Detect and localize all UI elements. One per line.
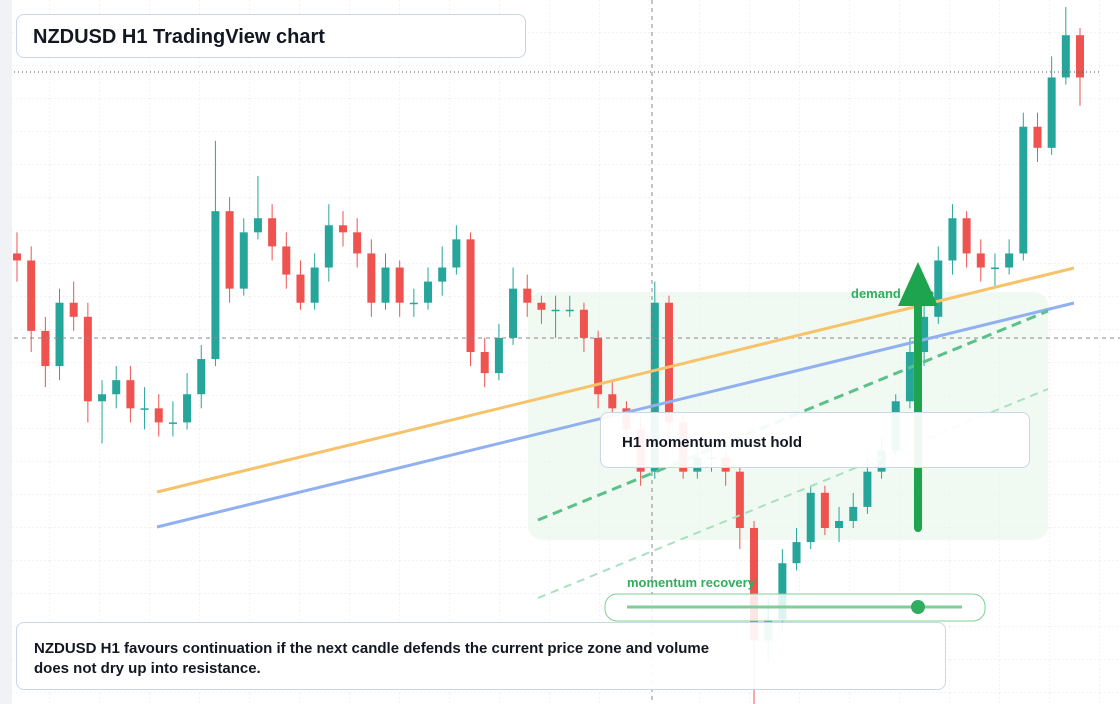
candle-body: [225, 211, 234, 289]
candle-body: [98, 394, 107, 402]
candle-body: [849, 506, 858, 521]
title-box: NZDUSD H1 TradingView chart: [16, 14, 526, 58]
candle-body: [608, 394, 617, 409]
candle-body: [253, 218, 262, 233]
candle-body: [523, 288, 532, 303]
candle-body: [948, 218, 957, 261]
candle-body: [395, 267, 404, 303]
candle-body: [338, 225, 347, 233]
candle-body: [27, 260, 36, 331]
candle-body: [976, 253, 985, 268]
candle-body: [324, 225, 333, 268]
candle-body: [990, 267, 999, 270]
momentum-label: H1 momentum must hold: [622, 434, 803, 451]
candle-body: [537, 302, 546, 310]
caption-box: NZDUSD H1 favours continuation if the ne…: [16, 622, 946, 690]
candle-body: [594, 337, 603, 395]
candle-body: [452, 239, 461, 268]
recovery-label: momentum recovery: [627, 575, 756, 590]
candle-body: [650, 302, 659, 472]
candle-body: [424, 281, 433, 303]
candle-body: [55, 302, 64, 367]
candle-body: [211, 211, 220, 360]
candle-body: [140, 408, 149, 410]
candle-body: [565, 309, 574, 312]
candle-body: [296, 274, 305, 303]
candle-body: [934, 260, 943, 317]
candle-body: [466, 239, 475, 352]
candle-body: [13, 253, 21, 261]
candle-body: [835, 520, 844, 528]
arrow-head: [898, 262, 938, 306]
candle-body: [197, 359, 206, 395]
channel-line-lower: [537, 388, 1049, 599]
candle-body: [551, 309, 560, 312]
candle-body: [905, 352, 914, 402]
candle-body: [1047, 77, 1056, 148]
candle-body: [820, 492, 829, 528]
candle-body: [1061, 35, 1070, 78]
candle-body: [239, 232, 248, 289]
candle-body: [1019, 126, 1028, 254]
candle-body: [112, 380, 121, 395]
caption: NZDUSD H1 favours continuation if the ne…: [34, 640, 710, 677]
candle-body: [494, 337, 503, 374]
candle-body: [664, 302, 673, 423]
candle-body: [183, 394, 192, 423]
candle-body: [806, 492, 815, 543]
candle-body: [367, 253, 376, 303]
candle-body: [154, 408, 163, 423]
candle-body: [480, 352, 489, 374]
candle-body: [509, 288, 518, 338]
candle-body: [750, 528, 759, 641]
candle-body: [168, 422, 177, 424]
candle-body: [282, 246, 291, 275]
candle-body: [1076, 35, 1084, 78]
candle-body: [1005, 253, 1014, 268]
title: NZDUSD H1 TradingView chart: [33, 26, 325, 48]
candle-body: [438, 267, 447, 282]
momentum-box: H1 momentum must hold: [600, 412, 1030, 468]
candle-body: [962, 218, 971, 254]
candle-body: [409, 302, 418, 305]
candle-body: [268, 218, 277, 247]
candle-body: [735, 471, 744, 528]
candle-body: [579, 309, 588, 338]
left-edge: [0, 0, 12, 704]
candle-body: [1033, 126, 1042, 148]
slider-knob: [911, 600, 925, 614]
candle-body: [778, 563, 787, 620]
candle-body: [381, 267, 390, 303]
candle-body: [41, 330, 50, 367]
candle-body: [126, 380, 135, 409]
candle-body: [792, 542, 801, 564]
candle-body: [83, 316, 92, 402]
candle-body: [69, 302, 78, 317]
candle-body: [863, 471, 872, 507]
candle-body: [310, 267, 319, 303]
candle-body: [353, 232, 362, 254]
candle-body: [920, 316, 929, 352]
